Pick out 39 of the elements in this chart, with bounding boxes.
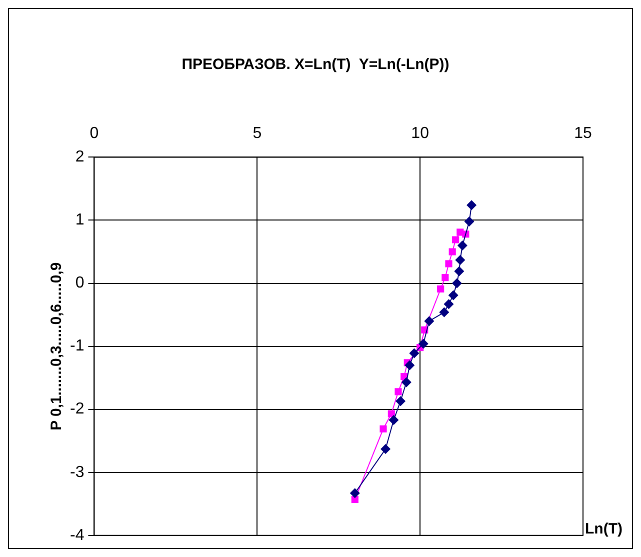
point — [452, 236, 460, 244]
y-tick-label: 2 — [75, 148, 84, 166]
point — [442, 274, 449, 282]
x-tick-label: 10 — [411, 125, 430, 142]
y-tick-label: 1 — [75, 212, 84, 229]
point — [401, 377, 412, 388]
point — [455, 254, 466, 265]
point — [466, 200, 477, 210]
y-tick-label: -2 — [70, 400, 84, 418]
point — [409, 348, 420, 358]
point — [424, 316, 434, 326]
point — [350, 488, 360, 498]
point — [380, 425, 387, 432]
point — [445, 260, 452, 268]
chart-title: ПРЕОБРАЗОВ. X=Ln(T) Y=Ln(-Ln(P)) — [182, 56, 450, 74]
point — [388, 415, 399, 426]
point — [454, 266, 464, 276]
point — [448, 248, 456, 256]
point — [437, 285, 444, 292]
y-tick-label: -3 — [70, 464, 84, 481]
point — [404, 360, 415, 370]
y-tick-label: -1 — [70, 338, 84, 355]
y-tick-label: -4 — [70, 526, 84, 544]
point — [457, 240, 468, 250]
point — [452, 278, 462, 288]
point — [439, 307, 450, 318]
point — [448, 290, 458, 300]
point — [418, 338, 428, 349]
point — [396, 396, 406, 406]
point — [380, 444, 391, 454]
point — [394, 388, 402, 396]
x-tick-label: 5 — [252, 125, 262, 142]
x-tick-label: 15 — [574, 125, 592, 142]
point — [464, 216, 474, 226]
point — [444, 299, 454, 310]
y-axis-title: P 0,1.......0,3.....0,6.....0,9 — [48, 262, 66, 430]
x-axis-title: Ln(T) — [585, 520, 622, 538]
y-tick-label: 0 — [75, 274, 84, 292]
x-tick-label: 0 — [90, 125, 99, 142]
